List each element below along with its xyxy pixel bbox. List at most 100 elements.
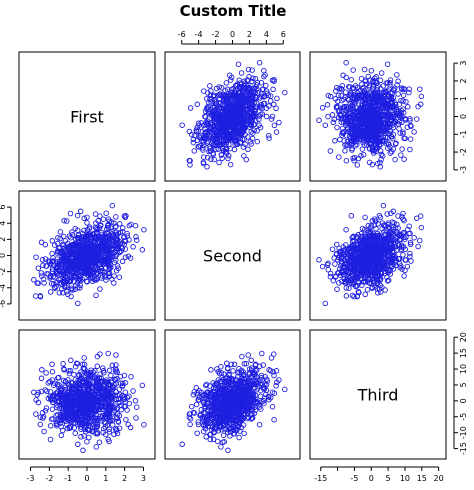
data-point bbox=[85, 244, 92, 250]
data-point bbox=[383, 80, 390, 86]
data-point bbox=[271, 76, 277, 83]
data-point bbox=[54, 398, 61, 405]
data-point bbox=[385, 112, 392, 119]
data-point bbox=[56, 290, 63, 296]
data-point bbox=[108, 372, 114, 379]
data-point bbox=[316, 117, 322, 123]
data-point bbox=[114, 415, 121, 422]
data-point bbox=[333, 273, 339, 279]
data-point bbox=[75, 411, 81, 417]
data-point bbox=[398, 97, 404, 104]
data-point bbox=[341, 138, 347, 144]
data-point bbox=[43, 263, 50, 269]
data-point bbox=[397, 233, 403, 239]
data-point bbox=[67, 278, 73, 284]
data-point bbox=[95, 218, 101, 224]
data-point bbox=[348, 106, 354, 112]
data-point bbox=[87, 391, 93, 397]
data-point bbox=[94, 429, 101, 436]
scatter-points bbox=[31, 350, 147, 454]
data-point bbox=[254, 128, 260, 134]
data-point bbox=[66, 368, 72, 374]
data-point bbox=[92, 368, 98, 374]
data-point bbox=[223, 80, 230, 86]
data-point bbox=[115, 419, 122, 425]
data-point bbox=[128, 373, 134, 380]
data-point bbox=[107, 255, 113, 262]
panel-frame bbox=[164, 190, 301, 321]
data-point bbox=[204, 164, 210, 170]
data-point bbox=[217, 139, 223, 145]
data-point bbox=[191, 148, 198, 154]
data-point bbox=[225, 121, 231, 128]
data-point bbox=[351, 293, 357, 300]
data-point bbox=[238, 70, 245, 76]
data-point bbox=[76, 417, 83, 423]
panel-frame bbox=[18, 329, 156, 460]
data-point bbox=[190, 136, 197, 143]
data-point bbox=[368, 117, 374, 123]
data-point bbox=[205, 104, 212, 111]
data-point bbox=[405, 226, 411, 233]
data-point bbox=[223, 141, 229, 148]
data-point bbox=[359, 146, 366, 152]
data-point bbox=[123, 213, 129, 219]
data-point bbox=[351, 157, 357, 164]
data-point bbox=[42, 256, 49, 262]
data-point bbox=[106, 426, 112, 433]
data-point bbox=[88, 271, 94, 277]
data-point bbox=[249, 135, 256, 142]
data-point bbox=[56, 382, 62, 388]
data-point bbox=[83, 414, 89, 420]
data-point bbox=[381, 126, 387, 133]
data-point bbox=[238, 112, 245, 119]
data-point bbox=[379, 153, 386, 159]
data-point bbox=[113, 267, 120, 274]
data-point bbox=[47, 273, 54, 280]
data-point bbox=[407, 117, 413, 124]
data-point bbox=[377, 96, 383, 102]
data-point bbox=[273, 129, 280, 135]
data-point bbox=[368, 67, 375, 74]
data-point bbox=[77, 377, 84, 383]
data-point bbox=[84, 237, 91, 243]
data-point bbox=[339, 82, 346, 89]
data-point bbox=[94, 254, 100, 260]
data-point bbox=[77, 208, 84, 215]
data-point bbox=[366, 109, 372, 115]
data-point bbox=[38, 239, 45, 246]
data-point bbox=[200, 88, 207, 94]
data-point bbox=[37, 293, 44, 300]
data-point bbox=[226, 93, 232, 100]
data-point bbox=[227, 113, 234, 119]
data-point bbox=[376, 253, 382, 259]
data-point bbox=[380, 89, 387, 96]
data-point bbox=[378, 135, 385, 142]
data-point bbox=[61, 257, 67, 263]
data-point bbox=[411, 129, 417, 135]
data-point bbox=[327, 273, 334, 280]
data-point bbox=[63, 266, 69, 273]
data-point bbox=[111, 376, 118, 383]
data-point bbox=[54, 250, 61, 256]
data-point bbox=[354, 132, 360, 139]
data-point bbox=[269, 113, 276, 120]
data-point bbox=[60, 254, 67, 261]
data-point bbox=[66, 279, 73, 285]
data-point bbox=[384, 134, 391, 141]
data-point bbox=[82, 366, 88, 372]
data-point bbox=[360, 151, 367, 158]
data-point bbox=[266, 103, 272, 109]
data-point bbox=[225, 447, 231, 454]
data-point bbox=[218, 113, 224, 120]
data-point bbox=[374, 245, 380, 251]
data-point bbox=[223, 360, 230, 367]
data-point bbox=[43, 370, 49, 376]
data-point bbox=[418, 224, 425, 231]
data-point bbox=[94, 276, 101, 282]
data-point bbox=[257, 111, 264, 118]
data-point bbox=[404, 263, 411, 270]
data-point bbox=[132, 398, 139, 404]
data-point bbox=[133, 237, 140, 243]
